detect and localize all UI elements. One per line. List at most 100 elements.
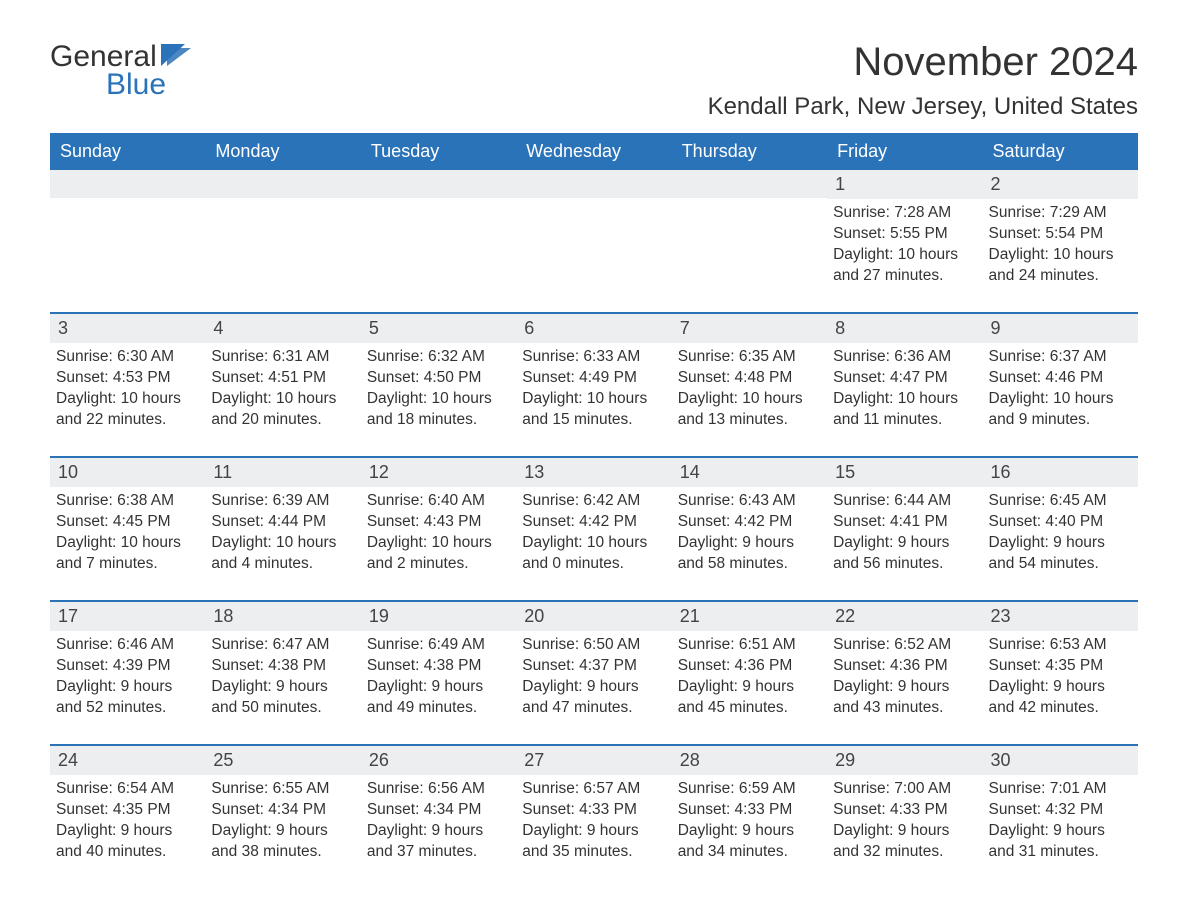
day-body: Sunrise: 6:46 AMSunset: 4:39 PMDaylight:… xyxy=(50,631,205,723)
day-body: Sunrise: 6:36 AMSunset: 4:47 PMDaylight:… xyxy=(827,343,982,435)
day-number: 27 xyxy=(516,746,671,775)
day-body: Sunrise: 7:28 AMSunset: 5:55 PMDaylight:… xyxy=(827,199,982,291)
daylight-line: Daylight: 9 hours and 45 minutes. xyxy=(678,677,821,719)
sunset-line: Sunset: 4:50 PM xyxy=(367,368,510,389)
day-cell: 18Sunrise: 6:47 AMSunset: 4:38 PMDayligh… xyxy=(205,602,360,732)
sunset-line: Sunset: 4:36 PM xyxy=(833,656,976,677)
day-body: Sunrise: 6:57 AMSunset: 4:33 PMDaylight:… xyxy=(516,775,671,867)
weekday-header: Tuesday xyxy=(361,133,516,170)
day-body: Sunrise: 6:32 AMSunset: 4:50 PMDaylight:… xyxy=(361,343,516,435)
day-cell: 13 Sunrise: 6:42 AMSunset: 4:42 PMDayligh… xyxy=(516,458,671,588)
day-number: 20 xyxy=(516,602,671,631)
day-body: Sunrise: 6:37 AMSunset: 4:46 PMDaylight:… xyxy=(983,343,1138,435)
logo-text-blue: Blue xyxy=(106,68,166,102)
day-cell: 4Sunrise: 6:31 AMSunset: 4:51 PMDaylight… xyxy=(205,314,360,444)
daylight-line: Daylight: 9 hours and 58 minutes. xyxy=(678,533,821,575)
day-number: 30 xyxy=(983,746,1138,775)
sunrise-line: Sunrise: 6:43 AM xyxy=(678,491,821,512)
day-cell: 30Sunrise: 7:01 AMSunset: 4:32 PMDayligh… xyxy=(983,746,1138,876)
sunset-line: Sunset: 4:35 PM xyxy=(56,800,199,821)
sunrise-line: Sunrise: 6:59 AM xyxy=(678,779,821,800)
day-body: Sunrise: 6:38 AMSunset: 4:45 PMDaylight:… xyxy=(50,487,205,579)
daylight-line: Daylight: 10 hours and 20 minutes. xyxy=(211,389,354,431)
day-number: 16 xyxy=(983,458,1138,487)
day-body: Sunrise: 6:53 AMSunset: 4:35 PMDaylight:… xyxy=(983,631,1138,723)
day-body: Sunrise: 7:00 AMSunset: 4:33 PMDaylight:… xyxy=(827,775,982,867)
sunrise-line: Sunrise: 7:00 AM xyxy=(833,779,976,800)
sunrise-line: Sunrise: 6:56 AM xyxy=(367,779,510,800)
daylight-line: Daylight: 9 hours and 42 minutes. xyxy=(989,677,1132,719)
daylight-line: Daylight: 9 hours and 47 minutes. xyxy=(522,677,665,719)
sunset-line: Sunset: 4:33 PM xyxy=(833,800,976,821)
empty-day xyxy=(361,170,516,198)
title-block: November 2024 Kendall Park, New Jersey, … xyxy=(708,40,1138,121)
day-body: Sunrise: 6:52 AMSunset: 4:36 PMDaylight:… xyxy=(827,631,982,723)
day-body: Sunrise: 6:50 AMSunset: 4:37 PMDaylight:… xyxy=(516,631,671,723)
day-cell: 10Sunrise: 6:38 AMSunset: 4:45 PMDayligh… xyxy=(50,458,205,588)
day-cell: 7Sunrise: 6:35 AMSunset: 4:48 PMDaylight… xyxy=(672,314,827,444)
daylight-line: Daylight: 10 hours and 0 minutes. xyxy=(522,533,665,575)
day-cell: 26Sunrise: 6:56 AMSunset: 4:34 PMDayligh… xyxy=(361,746,516,876)
day-body: Sunrise: 6:43 AMSunset: 4:42 PMDaylight:… xyxy=(672,487,827,579)
daylight-line: Daylight: 10 hours and 15 minutes. xyxy=(522,389,665,431)
day-body: Sunrise: 6:49 AMSunset: 4:38 PMDaylight:… xyxy=(361,631,516,723)
daylight-line: Daylight: 10 hours and 13 minutes. xyxy=(678,389,821,431)
day-number: 29 xyxy=(827,746,982,775)
day-cell xyxy=(361,170,516,300)
sunrise-line: Sunrise: 6:32 AM xyxy=(367,347,510,368)
day-cell: 21Sunrise: 6:51 AMSunset: 4:36 PMDayligh… xyxy=(672,602,827,732)
sunset-line: Sunset: 4:41 PM xyxy=(833,512,976,533)
weekday-header: Saturday xyxy=(983,133,1138,170)
sunset-line: Sunset: 4:35 PM xyxy=(989,656,1132,677)
sunrise-line: Sunrise: 6:42 AM xyxy=(522,491,665,512)
day-body: Sunrise: 6:55 AMSunset: 4:34 PMDaylight:… xyxy=(205,775,360,867)
day-number: 28 xyxy=(672,746,827,775)
daylight-line: Daylight: 10 hours and 9 minutes. xyxy=(989,389,1132,431)
daylight-line: Daylight: 10 hours and 22 minutes. xyxy=(56,389,199,431)
day-body: Sunrise: 6:33 AMSunset: 4:49 PMDaylight:… xyxy=(516,343,671,435)
sunset-line: Sunset: 4:46 PM xyxy=(989,368,1132,389)
day-body: Sunrise: 7:01 AMSunset: 4:32 PMDaylight:… xyxy=(983,775,1138,867)
day-cell: 19Sunrise: 6:49 AMSunset: 4:38 PMDayligh… xyxy=(361,602,516,732)
day-number: 22 xyxy=(827,602,982,631)
sunrise-line: Sunrise: 6:33 AM xyxy=(522,347,665,368)
day-number: 9 xyxy=(983,314,1138,343)
sunset-line: Sunset: 4:47 PM xyxy=(833,368,976,389)
sunset-line: Sunset: 4:42 PM xyxy=(678,512,821,533)
sunrise-line: Sunrise: 6:46 AM xyxy=(56,635,199,656)
daylight-line: Daylight: 9 hours and 43 minutes. xyxy=(833,677,976,719)
sunset-line: Sunset: 4:33 PM xyxy=(522,800,665,821)
sunrise-line: Sunrise: 6:51 AM xyxy=(678,635,821,656)
sunset-line: Sunset: 4:34 PM xyxy=(211,800,354,821)
sunrise-line: Sunrise: 6:47 AM xyxy=(211,635,354,656)
day-number: 18 xyxy=(205,602,360,631)
daylight-line: Daylight: 10 hours and 18 minutes. xyxy=(367,389,510,431)
day-body: Sunrise: 6:54 AMSunset: 4:35 PMDaylight:… xyxy=(50,775,205,867)
day-cell: 16Sunrise: 6:45 AMSunset: 4:40 PMDayligh… xyxy=(983,458,1138,588)
sunrise-line: Sunrise: 7:28 AM xyxy=(833,203,976,224)
sunset-line: Sunset: 4:42 PM xyxy=(522,512,665,533)
day-cell xyxy=(50,170,205,300)
sunset-line: Sunset: 4:38 PM xyxy=(367,656,510,677)
day-cell: 24Sunrise: 6:54 AMSunset: 4:35 PMDayligh… xyxy=(50,746,205,876)
week-row: 1Sunrise: 7:28 AMSunset: 5:55 PMDaylight… xyxy=(50,170,1138,300)
day-number: 13 xyxy=(516,458,671,487)
day-number: 5 xyxy=(361,314,516,343)
day-cell xyxy=(205,170,360,300)
location: Kendall Park, New Jersey, United States xyxy=(708,93,1138,121)
day-body: Sunrise: 6:44 AMSunset: 4:41 PMDaylight:… xyxy=(827,487,982,579)
day-cell: 14Sunrise: 6:43 AMSunset: 4:42 PMDayligh… xyxy=(672,458,827,588)
day-cell: 12Sunrise: 6:40 AMSunset: 4:43 PMDayligh… xyxy=(361,458,516,588)
daylight-line: Daylight: 9 hours and 49 minutes. xyxy=(367,677,510,719)
day-cell: 28Sunrise: 6:59 AMSunset: 4:33 PMDayligh… xyxy=(672,746,827,876)
sunrise-line: Sunrise: 6:49 AM xyxy=(367,635,510,656)
week-row: 10Sunrise: 6:38 AMSunset: 4:45 PMDayligh… xyxy=(50,456,1138,588)
day-cell: 5Sunrise: 6:32 AMSunset: 4:50 PMDaylight… xyxy=(361,314,516,444)
sunset-line: Sunset: 4:38 PM xyxy=(211,656,354,677)
sunrise-line: Sunrise: 6:54 AM xyxy=(56,779,199,800)
day-cell: 11Sunrise: 6:39 AMSunset: 4:44 PMDayligh… xyxy=(205,458,360,588)
day-body: Sunrise: 6:39 AMSunset: 4:44 PMDaylight:… xyxy=(205,487,360,579)
day-body: Sunrise: 6:30 AMSunset: 4:53 PMDaylight:… xyxy=(50,343,205,435)
day-cell xyxy=(672,170,827,300)
daylight-line: Daylight: 9 hours and 38 minutes. xyxy=(211,821,354,863)
